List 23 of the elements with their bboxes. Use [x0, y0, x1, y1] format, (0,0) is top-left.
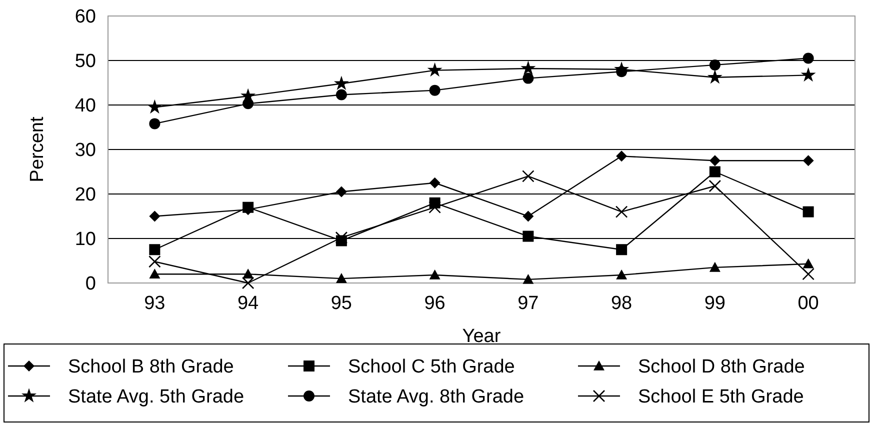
x-tick-label: 99	[704, 293, 726, 314]
y-tick-label: 40	[74, 96, 96, 117]
legend-label: School B 8th Grade	[68, 356, 234, 378]
y-axis-title: Percent	[27, 116, 48, 182]
x-tick-label: 95	[330, 293, 352, 314]
legend-label: School E 5th Grade	[638, 386, 804, 408]
y-tick-label: 10	[74, 229, 96, 250]
legend-label: School D 8th Grade	[638, 356, 805, 378]
legend-label: State Avg. 5th Grade	[68, 386, 244, 408]
y-tick-label: 0	[85, 274, 96, 295]
y-tick-label: 30	[74, 140, 96, 162]
y-tick-label: 60	[74, 6, 96, 28]
y-tick-label: 50	[74, 51, 96, 72]
legend-label: State Avg. 8th Grade	[348, 386, 524, 408]
x-tick-label: 96	[424, 293, 446, 314]
x-axis-title: Year	[462, 326, 502, 347]
x-tick-label: 94	[237, 293, 260, 314]
legend-label: School C 5th Grade	[348, 356, 515, 378]
y-tick-label: 20	[74, 184, 96, 206]
x-tick-label: 97	[518, 293, 539, 314]
x-tick-label: 93	[144, 293, 166, 314]
x-tick-label: 98	[610, 293, 632, 314]
x-tick-label: 00	[798, 293, 819, 314]
